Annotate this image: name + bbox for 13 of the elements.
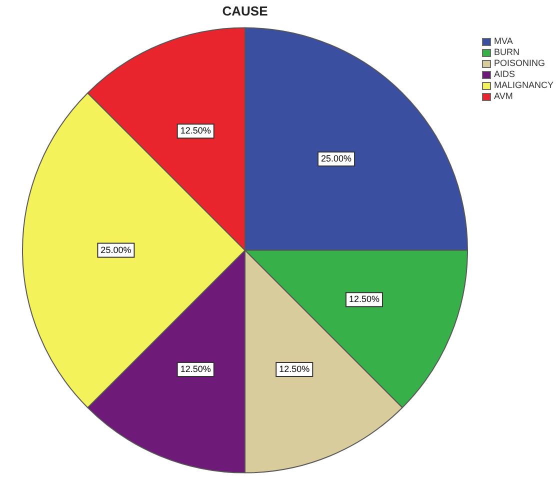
legend-label: POISONING [494, 58, 546, 69]
legend-label: BURN [494, 47, 520, 58]
data-label: 12.50% [180, 364, 211, 374]
legend-label: MVA [494, 36, 513, 47]
legend-label: MALIGNANCY [494, 80, 554, 91]
legend-label: AIDS [494, 69, 516, 80]
chart-title: CAUSE [222, 3, 268, 18]
data-label: 12.50% [279, 364, 310, 374]
legend-label: AVM [494, 91, 513, 102]
data-label: 12.50% [348, 294, 380, 304]
data-label: 25.00% [100, 244, 132, 255]
data-label: 25.00% [320, 154, 352, 164]
data-label: 12.50% [180, 126, 211, 136]
